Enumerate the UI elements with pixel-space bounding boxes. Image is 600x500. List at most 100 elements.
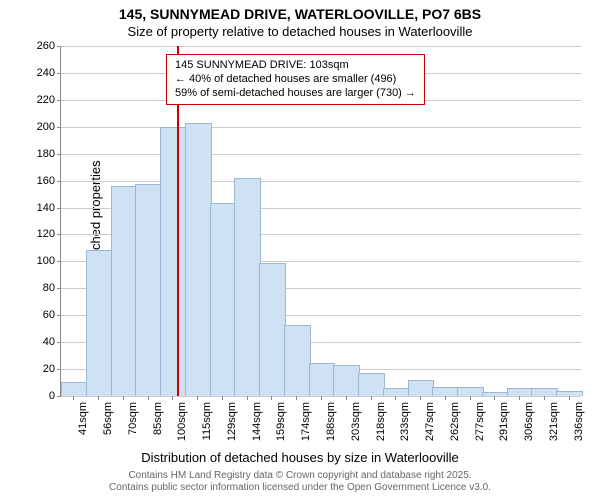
xtick-mark	[222, 396, 223, 400]
bar	[160, 127, 187, 396]
bar	[234, 178, 261, 396]
bar	[383, 388, 410, 396]
gridline-h	[61, 127, 581, 128]
xtick-label: 159sqm	[275, 402, 287, 441]
xtick-mark	[321, 396, 322, 400]
xtick-label: 321sqm	[548, 402, 560, 441]
ytick-label: 60	[43, 309, 55, 321]
xtick-mark	[395, 396, 396, 400]
xtick-mark	[346, 396, 347, 400]
ytick-mark	[57, 181, 61, 182]
ytick-mark	[57, 396, 61, 397]
xtick-label: 291sqm	[498, 402, 510, 441]
xtick-label: 144sqm	[251, 402, 263, 441]
bar	[61, 382, 88, 396]
chart-subtitle: Size of property relative to detached ho…	[0, 24, 600, 39]
attribution-line2: Contains public sector information licen…	[109, 482, 491, 493]
ytick-mark	[57, 261, 61, 262]
xtick-mark	[371, 396, 372, 400]
ytick-label: 100	[37, 255, 55, 267]
xtick-mark	[569, 396, 570, 400]
xtick-label: 218sqm	[375, 402, 387, 441]
xtick-mark	[445, 396, 446, 400]
xtick-mark	[98, 396, 99, 400]
ytick-mark	[57, 208, 61, 209]
xtick-label: 233sqm	[399, 402, 411, 441]
ytick-label: 260	[37, 40, 55, 52]
xtick-mark	[271, 396, 272, 400]
xtick-label: 247sqm	[424, 402, 436, 441]
ytick-label: 40	[43, 336, 55, 348]
reference-annotation: 145 SUNNYMEAD DRIVE: 103sqm ← 40% of det…	[166, 54, 425, 105]
attribution-line1: Contains HM Land Registry data © Crown c…	[128, 470, 471, 481]
x-axis-label: Distribution of detached houses by size …	[0, 450, 600, 465]
xtick-label: 70sqm	[127, 402, 139, 435]
bar	[185, 123, 212, 396]
xtick-mark	[148, 396, 149, 400]
ytick-mark	[57, 100, 61, 101]
xtick-label: 56sqm	[102, 402, 114, 435]
bar	[432, 387, 459, 396]
xtick-mark	[494, 396, 495, 400]
bar	[284, 325, 311, 396]
xtick-label: 188sqm	[325, 402, 337, 441]
ytick-mark	[57, 234, 61, 235]
xtick-mark	[172, 396, 173, 400]
bar	[358, 373, 385, 396]
bar	[333, 365, 360, 396]
bar	[210, 203, 237, 397]
xtick-label: 262sqm	[449, 402, 461, 441]
xtick-label: 85sqm	[152, 402, 164, 435]
bar	[135, 184, 162, 396]
xtick-mark	[296, 396, 297, 400]
ytick-label: 200	[37, 121, 55, 133]
xtick-mark	[470, 396, 471, 400]
ytick-label: 140	[37, 202, 55, 214]
chart-title: 145, SUNNYMEAD DRIVE, WATERLOOVILLE, PO7…	[0, 6, 600, 22]
annotation-line1: 145 SUNNYMEAD DRIVE: 103sqm	[175, 59, 416, 73]
bar	[111, 186, 138, 396]
ytick-label: 220	[37, 94, 55, 106]
ytick-label: 0	[49, 390, 55, 402]
xtick-mark	[519, 396, 520, 400]
gridline-h	[61, 46, 581, 47]
bar	[408, 380, 435, 396]
xtick-label: 100sqm	[176, 402, 188, 441]
chart-container: { "title_main": "145, SUNNYMEAD DRIVE, W…	[0, 0, 600, 500]
ytick-mark	[57, 315, 61, 316]
ytick-mark	[57, 342, 61, 343]
ytick-label: 20	[43, 363, 55, 375]
xtick-label: 336sqm	[573, 402, 585, 441]
annotation-line2: ← 40% of detached houses are smaller (49…	[175, 73, 416, 87]
bar	[86, 250, 113, 396]
xtick-mark	[197, 396, 198, 400]
ytick-label: 180	[37, 148, 55, 160]
bar	[457, 387, 484, 396]
ytick-mark	[57, 46, 61, 47]
xtick-label: 115sqm	[201, 402, 213, 440]
xtick-label: 277sqm	[474, 402, 486, 441]
xtick-mark	[73, 396, 74, 400]
bar	[507, 388, 534, 396]
xtick-label: 174sqm	[300, 402, 312, 441]
ytick-label: 80	[43, 282, 55, 294]
ytick-label: 240	[37, 67, 55, 79]
xtick-label: 129sqm	[226, 402, 238, 441]
xtick-label: 306sqm	[523, 402, 535, 441]
bar	[556, 391, 583, 396]
ytick-mark	[57, 154, 61, 155]
xtick-mark	[544, 396, 545, 400]
bar	[531, 388, 558, 396]
ytick-label: 120	[37, 228, 55, 240]
bar	[259, 263, 286, 396]
xtick-label: 41sqm	[77, 402, 89, 435]
bar	[309, 363, 336, 396]
ytick-mark	[57, 369, 61, 370]
annotation-line3: 59% of semi-detached houses are larger (…	[175, 87, 416, 101]
gridline-h	[61, 154, 581, 155]
ytick-mark	[57, 73, 61, 74]
xtick-mark	[123, 396, 124, 400]
xtick-mark	[420, 396, 421, 400]
ytick-label: 160	[37, 175, 55, 187]
plot-area: 02040608010012014016018020022024026041sq…	[60, 46, 581, 397]
